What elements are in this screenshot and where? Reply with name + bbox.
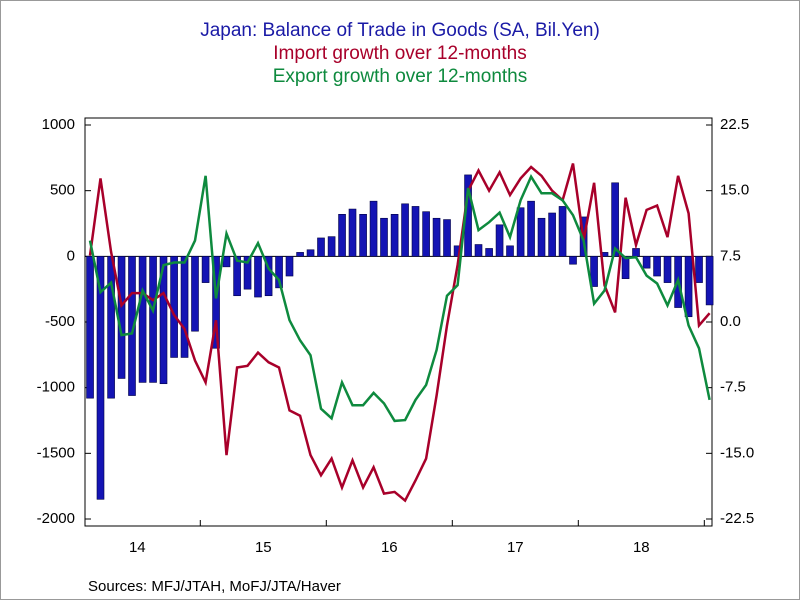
plot-area [84,117,713,527]
y2-tick-label: 0.0 [720,313,741,330]
bar [159,256,168,385]
bar [233,256,241,297]
bar [275,256,283,289]
bar [422,211,430,257]
bar [380,217,388,257]
bar [611,182,619,257]
line [88,163,711,503]
bar [474,244,483,257]
bar [485,248,493,257]
bar [222,256,231,268]
y-tick-label: 1000 [42,116,75,133]
y2-tick-label: 7.5 [720,247,741,264]
y-tick-label: -2000 [37,510,75,527]
y-tick-label: -1500 [37,444,75,461]
bar [621,256,630,279]
bar [285,256,294,277]
y2-tick-label: -7.5 [720,379,746,396]
x-tick-label: 16 [381,539,398,556]
bar [264,256,273,297]
bar [411,206,420,257]
subtitle: Import growth over 12-months [273,43,526,64]
bar [359,214,367,257]
x-tick-label: 17 [507,539,524,556]
y2-tick-label: 22.5 [720,116,749,133]
bar [327,236,336,257]
subtitle: Export growth over 12-months [273,66,528,87]
bar [138,256,147,383]
bar [348,208,357,257]
bar [705,256,714,306]
bar [180,256,189,358]
bar [306,249,315,257]
bar [86,256,94,399]
bar [432,217,441,257]
y-tick-label: -500 [45,313,75,330]
bar [443,219,451,257]
bar [537,217,546,257]
y-tick-label: 0 [67,247,75,264]
bar [684,256,693,318]
bar [254,256,262,298]
bar [548,212,556,257]
x-tick-label: 14 [129,539,146,556]
line [88,174,711,423]
bar [338,214,346,257]
bar [516,207,525,257]
y-tick-label: -1000 [37,379,75,396]
y2-tick-label: -15.0 [720,444,754,461]
chart-title: Japan: Balance of Trade in Goods (SA, Bi… [200,20,600,41]
bar [695,256,703,283]
bar [569,256,577,265]
bar [128,256,136,396]
bar [243,256,252,290]
y2-tick-label: 15.0 [720,182,749,199]
bar [590,256,598,287]
bar [527,200,535,257]
bar [495,224,504,257]
bar [642,256,651,269]
x-tick-label: 15 [255,539,272,556]
bar [296,252,304,257]
bar [107,256,115,399]
bar [96,256,105,500]
bar [506,245,514,257]
x-tick-label: 18 [633,539,650,556]
bar [170,256,178,358]
bar [401,203,409,257]
source: Sources: MFJ/JTAH, MoFJ/JTA/Haver [88,578,341,595]
bar [632,248,640,257]
bar [191,256,199,332]
y2-tick-label: -22.5 [720,510,754,527]
y-tick-label: 500 [50,182,75,199]
bar [201,256,210,283]
bar [663,256,672,283]
bar [653,256,661,277]
bar [390,214,399,257]
bar [212,256,220,349]
bar [558,206,567,257]
bar [149,256,157,383]
bar [317,237,325,257]
bar [369,200,378,257]
